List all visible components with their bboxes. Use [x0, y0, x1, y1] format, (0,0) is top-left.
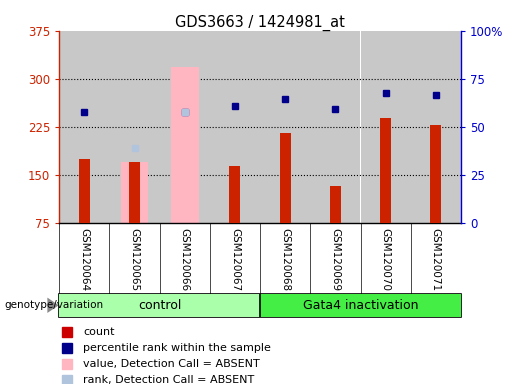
Bar	[310, 31, 360, 223]
Text: GSM120070: GSM120070	[381, 228, 390, 291]
Bar	[210, 31, 260, 223]
Text: GSM120069: GSM120069	[331, 228, 340, 291]
Text: GSM120068: GSM120068	[280, 228, 290, 291]
Bar	[160, 31, 210, 223]
Polygon shape	[47, 298, 59, 313]
Bar	[431, 125, 441, 223]
Text: percentile rank within the sample: percentile rank within the sample	[83, 343, 271, 353]
Bar	[121, 162, 148, 223]
Bar	[79, 159, 90, 223]
Bar	[260, 31, 310, 223]
Text: GSM120065: GSM120065	[130, 228, 140, 291]
Text: rank, Detection Call = ABSENT: rank, Detection Call = ABSENT	[83, 374, 254, 384]
Bar	[280, 133, 290, 223]
Bar	[260, 294, 461, 317]
Bar	[171, 67, 199, 223]
Bar	[410, 31, 461, 223]
Bar	[59, 31, 109, 223]
Text: control: control	[138, 299, 181, 312]
Bar	[330, 185, 341, 223]
Bar	[380, 118, 391, 223]
Text: count: count	[83, 327, 115, 337]
Text: GSM120064: GSM120064	[79, 228, 89, 291]
Text: GSM120067: GSM120067	[230, 228, 240, 291]
Bar	[360, 31, 410, 223]
Text: GSM120071: GSM120071	[431, 228, 441, 291]
Bar	[109, 31, 160, 223]
Bar	[129, 162, 140, 223]
Bar	[59, 294, 260, 317]
Title: GDS3663 / 1424981_at: GDS3663 / 1424981_at	[175, 15, 345, 31]
Text: value, Detection Call = ABSENT: value, Detection Call = ABSENT	[83, 359, 260, 369]
Text: Gata4 inactivation: Gata4 inactivation	[303, 299, 418, 312]
Text: genotype/variation: genotype/variation	[4, 300, 103, 310]
Text: GSM120066: GSM120066	[180, 228, 190, 291]
Bar	[230, 166, 241, 223]
